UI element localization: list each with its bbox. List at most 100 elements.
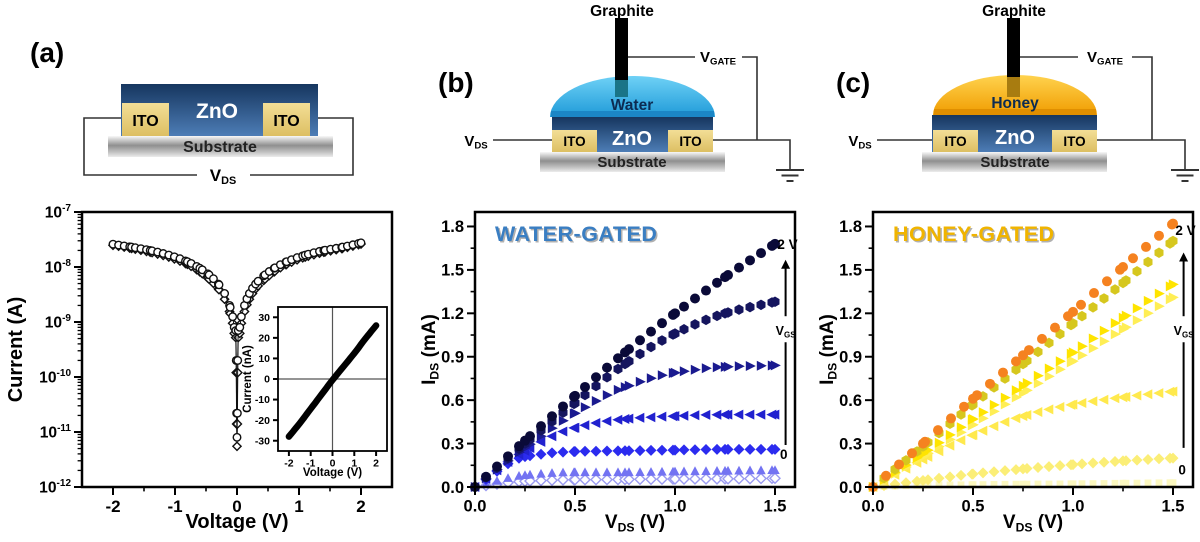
ito-electrode-right bbox=[668, 130, 713, 152]
svg-text:2: 2 bbox=[373, 458, 379, 470]
svg-text:HONEY-GATED: HONEY-GATED bbox=[895, 223, 1057, 247]
svg-text:0: 0 bbox=[264, 374, 270, 386]
vds-wire bbox=[83, 117, 354, 176]
vgate-label: VGATE bbox=[700, 49, 737, 68]
svg-text:1.0: 1.0 bbox=[1062, 498, 1085, 516]
svg-text:10-10: 10-10 bbox=[39, 368, 71, 387]
svg-text:1.8: 1.8 bbox=[839, 218, 862, 236]
svg-text:IDS (mA): IDS (mA) bbox=[817, 314, 839, 385]
ito-left-label: ITO bbox=[944, 134, 966, 149]
zno-label: ZnO bbox=[612, 128, 652, 150]
svg-text:20: 20 bbox=[258, 333, 270, 345]
honey-gated-output-chart-axes: 0.0 0.5 1.0 1.5 0.0 0.3 0.6 0.9 1.2 1.5 1.8 bbox=[839, 218, 1184, 515]
svg-text:2: 2 bbox=[356, 497, 365, 516]
water-gated-output-chart-axes: 0.0 0.5 1.0 1.5 0.0 0.3 0.6 0.9 1.2 1.5 1.8 bbox=[441, 218, 786, 515]
gate-and-source-wires bbox=[877, 56, 1186, 170]
linear-iv-inset-chart-series bbox=[285, 322, 380, 440]
two-terminal-iv-log-chart-series bbox=[107, 238, 367, 452]
svg-text:0: 0 bbox=[1178, 463, 1186, 478]
svg-text:0.0: 0.0 bbox=[464, 498, 487, 516]
svg-text:1.5: 1.5 bbox=[1162, 498, 1185, 516]
svg-text:VDS (V): VDS (V) bbox=[605, 512, 665, 534]
svg-text:10-11: 10-11 bbox=[40, 423, 72, 442]
svg-text:0: 0 bbox=[232, 497, 241, 516]
ito-right-label: ITO bbox=[679, 134, 701, 149]
svg-text:1.8: 1.8 bbox=[441, 218, 464, 236]
schematic-water-gated-device: (b) Graphite Water ZnO ITO ITO Substrate… bbox=[438, 3, 804, 182]
zno-label: ZnO bbox=[196, 100, 238, 123]
substrate-label: Substrate bbox=[183, 139, 257, 156]
svg-text:10-12: 10-12 bbox=[39, 478, 71, 497]
ito-electrode-left bbox=[122, 103, 169, 136]
svg-text:-20: -20 bbox=[255, 415, 270, 427]
substrate-label: Substrate bbox=[980, 154, 1049, 171]
vds-label: VDS bbox=[848, 133, 872, 152]
ito-electrode-left bbox=[933, 130, 978, 152]
substrate-layer bbox=[540, 152, 725, 172]
honey-droplet-base bbox=[934, 109, 1096, 115]
svg-text:Current (A): Current (A) bbox=[5, 297, 27, 403]
ground-symbol bbox=[1171, 169, 1199, 182]
svg-text:1.5: 1.5 bbox=[839, 262, 862, 280]
graphite-rod-immersed bbox=[1007, 77, 1020, 97]
svg-text:Voltage (V): Voltage (V) bbox=[303, 467, 362, 479]
panel-label-a: (a) bbox=[30, 37, 64, 68]
schematic-honey-gated-device: (c) Graphite Honey ZnO ITO ITO Substrate… bbox=[836, 3, 1199, 182]
svg-text:-1: -1 bbox=[167, 497, 182, 516]
water-droplet-base bbox=[551, 111, 714, 117]
graphite-rod bbox=[615, 18, 628, 80]
ito-electrode-right bbox=[1052, 130, 1097, 152]
svg-text:0.6: 0.6 bbox=[441, 392, 464, 410]
svg-text:0: 0 bbox=[780, 447, 788, 462]
svg-text:0.5: 0.5 bbox=[962, 498, 985, 516]
graphite-rod bbox=[1007, 18, 1020, 77]
svg-text:0.9: 0.9 bbox=[839, 349, 862, 367]
ito-electrode-right bbox=[263, 103, 310, 136]
substrate-label: Substrate bbox=[597, 154, 666, 171]
ito-electrode-left bbox=[552, 130, 597, 152]
svg-text:-2: -2 bbox=[284, 458, 293, 470]
svg-text:0.0: 0.0 bbox=[839, 479, 862, 497]
substrate-layer bbox=[108, 136, 333, 157]
ito-right-label: ITO bbox=[1063, 134, 1085, 149]
svg-text:1: 1 bbox=[351, 458, 357, 470]
graphite-label: Graphite bbox=[982, 3, 1046, 20]
water-label: Water bbox=[611, 97, 654, 114]
svg-text:1.0: 1.0 bbox=[664, 498, 687, 516]
svg-text:-30: -30 bbox=[255, 435, 270, 447]
svg-text:2 V: 2 V bbox=[1175, 223, 1195, 238]
svg-text:10: 10 bbox=[258, 353, 270, 365]
ito-left-label: ITO bbox=[132, 113, 158, 130]
water-gated-output-chart-series bbox=[469, 238, 781, 493]
svg-text:0.6: 0.6 bbox=[839, 392, 862, 410]
svg-text:0.9: 0.9 bbox=[441, 349, 464, 367]
svg-text:WATER-GATED: WATER-GATED bbox=[495, 222, 657, 246]
svg-text:Voltage (V): Voltage (V) bbox=[186, 511, 289, 533]
svg-text:-2: -2 bbox=[105, 497, 120, 516]
svg-text:-10: -10 bbox=[255, 394, 270, 406]
zno-label: ZnO bbox=[995, 127, 1035, 149]
svg-text:HONEY-GATED: HONEY-GATED bbox=[893, 222, 1055, 246]
svg-text:VDS (V): VDS (V) bbox=[1003, 512, 1063, 534]
svg-text:2 V: 2 V bbox=[777, 237, 797, 252]
ito-left-label: ITO bbox=[563, 134, 585, 149]
svg-text:10-7: 10-7 bbox=[45, 203, 72, 222]
vds-label: VDS bbox=[210, 166, 236, 187]
svg-text:1.2: 1.2 bbox=[441, 305, 464, 323]
svg-text:1.2: 1.2 bbox=[839, 305, 862, 323]
svg-text:10-8: 10-8 bbox=[45, 258, 72, 277]
svg-text:VGS: VGS bbox=[1174, 324, 1195, 339]
svg-text:0.0: 0.0 bbox=[862, 498, 885, 516]
honey-label: Honey bbox=[991, 95, 1039, 112]
honey-gated-output-chart-series bbox=[867, 218, 1179, 493]
vgate-label: VGATE bbox=[1087, 49, 1124, 68]
svg-text:1: 1 bbox=[294, 497, 303, 516]
graphite-label: Graphite bbox=[590, 3, 654, 20]
svg-text:Current (nA): Current (nA) bbox=[242, 345, 254, 413]
ground-symbol bbox=[776, 169, 804, 182]
water-droplet bbox=[550, 76, 715, 117]
substrate-layer bbox=[922, 152, 1107, 172]
